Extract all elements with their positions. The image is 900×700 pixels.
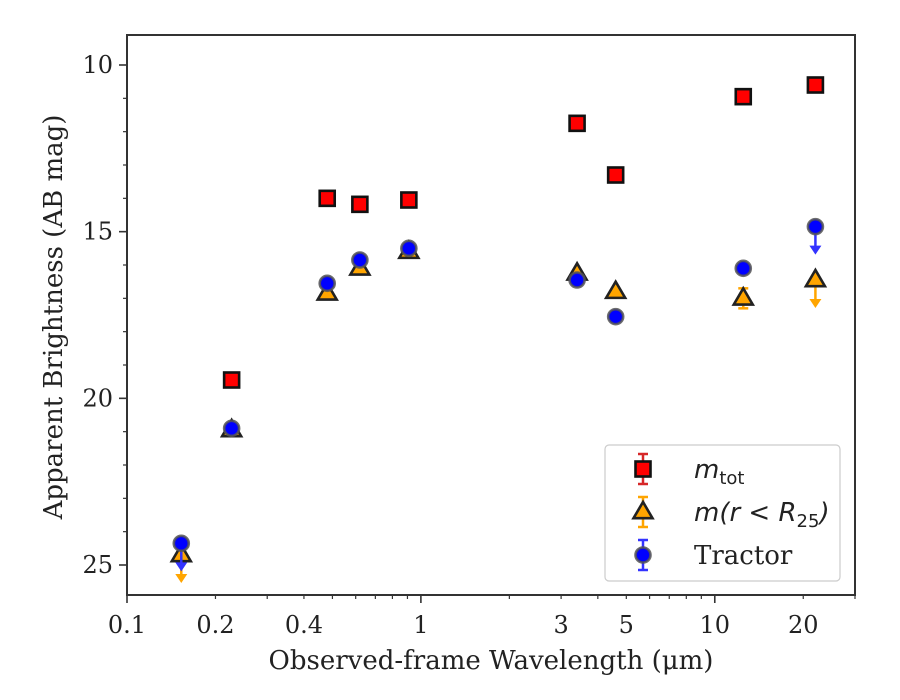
mtot-marker <box>606 166 625 184</box>
mtot-marker <box>318 189 337 208</box>
point-mtot <box>606 166 625 184</box>
x-tick-label: 5 <box>619 611 634 639</box>
points-layer <box>169 76 828 583</box>
tractor-marker <box>318 274 337 293</box>
y-tick-label: 20 <box>82 384 113 412</box>
point-tractor <box>606 307 625 326</box>
legend-label-main: m <box>694 455 719 485</box>
point-mr25 <box>603 279 628 300</box>
tractor-marker <box>568 271 586 289</box>
limit-arrow-head <box>809 299 822 308</box>
y-tick-label: 15 <box>82 218 113 246</box>
tractor-marker <box>806 217 825 236</box>
point-mr25 <box>803 267 828 308</box>
tractor-marker <box>606 307 625 326</box>
x-tick-label: 10 <box>700 611 731 639</box>
x-tick-label: 0.1 <box>108 611 146 639</box>
legend-entry-mtot: mtot <box>634 452 744 489</box>
mr25-marker <box>603 279 628 300</box>
mtot-marker <box>734 87 753 106</box>
legend-label-mtot: mtot <box>694 455 744 489</box>
limit-arrow-head <box>809 245 822 255</box>
point-tractor <box>568 271 586 289</box>
x-tick-label: 3 <box>553 611 568 639</box>
mtot-marker <box>222 371 241 389</box>
tractor-marker <box>172 534 191 553</box>
x-tick-label: 0.2 <box>196 611 234 639</box>
legend-label-mr25: m(r < R25) <box>694 498 830 532</box>
legend-label-main: m(r < R <box>694 498 797 528</box>
mr25-marker <box>731 285 756 306</box>
mtot-marker <box>568 114 586 133</box>
mtot-marker <box>400 191 418 209</box>
point-tractor <box>318 274 337 293</box>
tractor-marker <box>351 251 369 269</box>
legend-marker-mtot <box>634 460 652 478</box>
plot-frame <box>126 34 856 596</box>
point-tractor <box>172 534 191 572</box>
legend-box <box>604 444 841 582</box>
series-tractor <box>172 217 825 572</box>
point-tractor <box>734 259 753 278</box>
legend-label-subscript: tot <box>719 468 744 489</box>
mtot-marker <box>806 76 825 94</box>
y-tick-label: 10 <box>82 51 113 79</box>
point-mtot <box>351 195 369 214</box>
mtot-marker <box>351 195 369 214</box>
legend-marker-tractor <box>634 546 652 564</box>
point-mtot <box>806 76 825 94</box>
point-tractor <box>222 419 241 438</box>
point-mtot <box>734 87 753 106</box>
y-tick-label: 25 <box>82 551 113 579</box>
x-tick-label: 1 <box>413 611 428 639</box>
legend-label-main: Tractor <box>694 541 793 571</box>
point-mtot <box>318 189 337 208</box>
point-mr25 <box>731 285 756 310</box>
tractor-marker <box>400 239 418 258</box>
legend-label-suffix: ) <box>817 498 829 528</box>
legend-label-subscript: 25 <box>797 511 820 532</box>
legend-marker-mr25 <box>631 499 655 520</box>
tractor-marker <box>734 259 753 278</box>
point-tractor <box>806 217 825 255</box>
mr25-marker <box>803 267 828 288</box>
legend-entry-mr25: m(r < R25) <box>631 495 830 532</box>
limit-arrow-head <box>175 562 188 572</box>
x-tick-label: 0.4 <box>285 611 323 639</box>
point-mtot <box>400 191 418 209</box>
point-tractor <box>400 239 418 258</box>
x-axis-label: Observed-frame Wavelength (μm) <box>269 646 714 676</box>
point-mtot <box>568 114 586 133</box>
tractor-marker <box>222 419 241 438</box>
point-tractor <box>351 251 369 269</box>
y-axis-label: Apparent Brightness (AB mag) <box>39 115 69 521</box>
limit-arrow-head <box>175 574 188 583</box>
point-mtot <box>222 371 241 389</box>
legend-label-tractor: Tractor <box>694 541 793 571</box>
legend-entry-tractor: Tractor <box>634 538 793 572</box>
x-tick-label: 20 <box>788 611 819 639</box>
series-mtot <box>222 76 825 389</box>
legend: mtot m(r < R25) Tractor <box>604 444 841 582</box>
tick-labels-layer: 0.1 0.2 0.4 1 3 5 10 20 10 15 20 25 <box>82 51 818 639</box>
